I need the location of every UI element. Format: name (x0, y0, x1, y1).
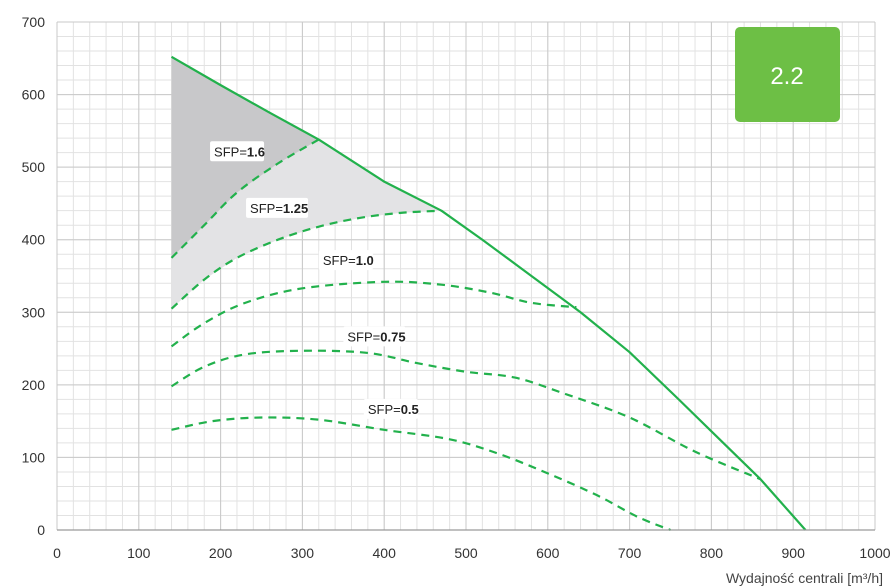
sfp-label-background (343, 326, 406, 347)
y-tick-label: 500 (22, 159, 46, 175)
sfp-0-5-line (171, 416, 671, 532)
sfp-label: SFP=1.25 (250, 201, 308, 216)
sfp-label: SFP=0.5 (368, 402, 419, 417)
x-tick-label: 0 (53, 545, 61, 561)
sfp-label-prefix: SFP= (323, 253, 356, 268)
badge-background (735, 27, 840, 122)
y-tick-label: 0 (37, 522, 45, 538)
sfp-label-value: 1.6 (247, 144, 265, 159)
sfp-label: SFP=1.0 (323, 253, 374, 268)
sfp-label-prefix: SFP= (250, 201, 283, 216)
series-group (170, 55, 807, 532)
x-tick-label: 100 (127, 545, 151, 561)
sfp-1-25-line (170, 209, 442, 310)
x-tick-label: 700 (618, 545, 642, 561)
badge: 2.2 (735, 27, 840, 122)
x-tick-label: 800 (700, 545, 724, 561)
y-tick-label: 700 (22, 14, 46, 30)
y-tick-labels: 0 100 200 300 400 500 600 700 (22, 14, 46, 538)
x-tick-label: 400 (373, 545, 397, 561)
badge-label: 2.2 (770, 63, 803, 90)
sfp-1-6-line (170, 138, 320, 259)
x-tick-labels: 0 100 200 300 400 500 600 700 800 900 1000 (53, 545, 891, 561)
sfp-label: SFP=0.75 (347, 329, 405, 344)
sfp-label-prefix: SFP= (368, 402, 401, 417)
sfp-label-prefix: SFP= (214, 144, 247, 159)
y-tick-label: 300 (22, 304, 46, 320)
x-tick-label: 300 (291, 545, 315, 561)
sfp-label: SFP=1.6 (214, 144, 265, 159)
x-axis-title: Wydajność centrali [m³/h] (726, 570, 883, 586)
sfp-label-background (210, 141, 265, 162)
sfp-label-value: 1.0 (356, 253, 374, 268)
y-tick-label: 200 (22, 377, 46, 393)
sfp-label-background (318, 250, 373, 271)
sfp-label-value: 1.25 (283, 201, 308, 216)
sfp-1-0-line (170, 280, 577, 348)
x-tick-label: 500 (454, 545, 478, 561)
sfp-label-value: 0.75 (380, 329, 405, 344)
x-tick-label: 1000 (859, 545, 890, 561)
x-tick-label: 200 (209, 545, 233, 561)
sfp-label-background (246, 197, 309, 218)
y-tick-label: 100 (22, 449, 46, 465)
sfp-label-prefix: SFP= (347, 329, 380, 344)
sfp-label-background (363, 398, 418, 419)
y-tick-label: 400 (22, 232, 46, 248)
sfp-0-75-line (170, 349, 761, 481)
x-tick-label: 600 (536, 545, 560, 561)
max-curve-line (170, 55, 807, 531)
x-tick-label: 900 (782, 545, 806, 561)
sfp-label-value: 0.5 (401, 402, 419, 417)
y-tick-label: 600 (22, 87, 46, 103)
